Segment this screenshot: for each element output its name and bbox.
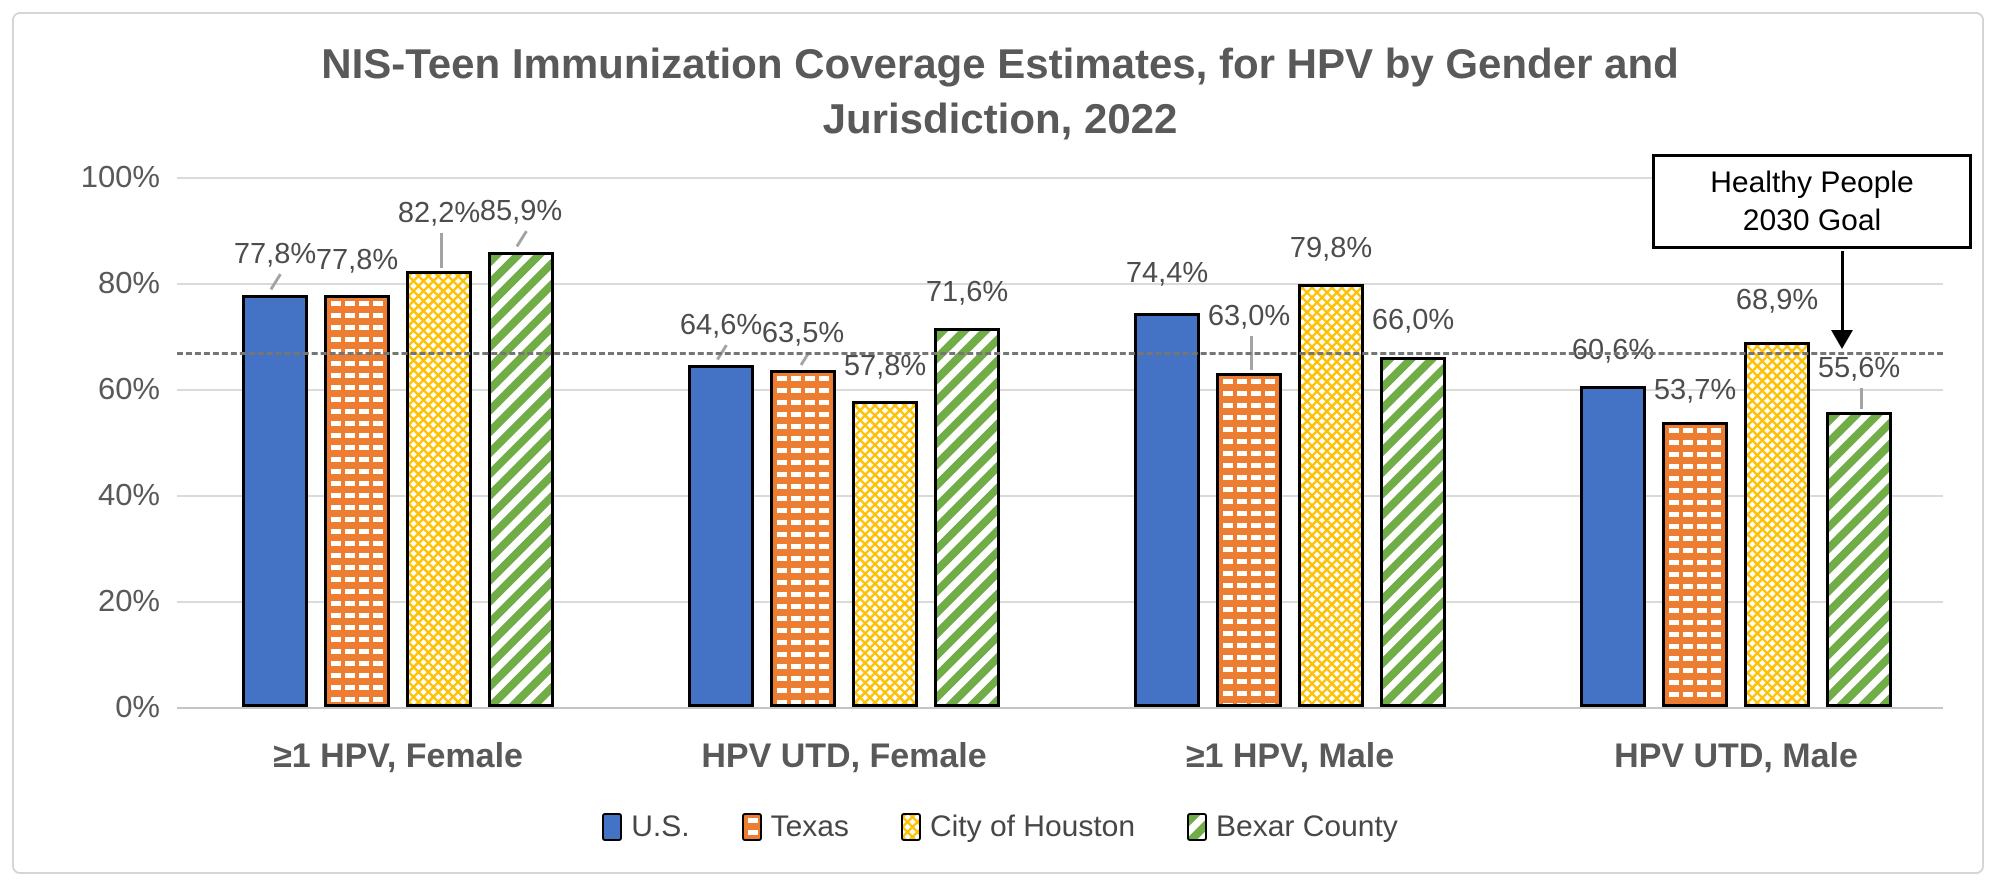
bar-bexar-county-hpv-utd-male [1826, 412, 1892, 707]
y-axis-tick: 100% [80, 159, 160, 194]
plot-area: 77,8% 64,6% 74,4% 60,6% 77,8% 63,5% 63,0% 53,7%… [177, 177, 1943, 775]
goal-callout-text: Healthy People 2030 Goal [1710, 166, 1914, 237]
bar-value-label: 64,6% [679, 308, 763, 341]
y-axis-tick: 0% [115, 689, 160, 724]
legend-label-texas: Texas [770, 810, 849, 843]
bar-value-label: 63,5% [761, 317, 845, 350]
bar-bexar-county-hpv-utd-female [934, 327, 1000, 707]
goal-line [177, 351, 1943, 355]
legend-item-bexar-county: Bexar County [1187, 810, 1398, 844]
legend-swatch-bexar-county-icon [1187, 813, 1208, 841]
bar-value-label: 77,8% [315, 243, 399, 276]
legend-item-us: U.S. [602, 810, 690, 844]
bar-value-label: 53,7% [1653, 374, 1737, 407]
bar-value-label: 71,6% [925, 275, 1009, 308]
bar-texas-hpv-utd-female [770, 370, 836, 707]
bar-value-label: 68,9% [1735, 283, 1819, 316]
label-leader-line [269, 272, 282, 290]
bar-value-label: 60,6% [1571, 333, 1655, 366]
gridline [177, 389, 1943, 391]
x-axis-category-1-hpv-male: ≥1 HPV, Male [1185, 737, 1395, 775]
bar-value-label: 77,8% [233, 237, 317, 270]
bar-value-label: 74,4% [1125, 256, 1209, 289]
bar-city-of-houston-hpv-utd-female [852, 400, 918, 707]
bar-value-label: 79,8% [1289, 232, 1373, 265]
bar-value-label: 55,6% [1817, 352, 1901, 385]
x-axis-category-hpv-utd-female: HPV UTD, Female [701, 737, 987, 775]
bar-bexar-county-1-hpv-female [488, 251, 554, 707]
legend-swatch-us-icon [602, 813, 623, 841]
y-axis-tick: 20% [97, 583, 160, 618]
legend-swatch-city-of-houston-icon [900, 813, 921, 841]
bar-value-label: 85,9% [479, 194, 563, 227]
goal-callout: Healthy People 2030 Goal [1652, 154, 1972, 249]
x-axis-category-hpv-utd-male: HPV UTD, Male [1614, 737, 1858, 775]
chart-title-text: NIS-Teen Immunization Coverage Estimates… [321, 40, 1679, 143]
legend-label-us: U.S. [631, 810, 690, 843]
bar-texas-1-hpv-male [1216, 373, 1282, 707]
legend-item-city-of-houston: City of Houston [900, 810, 1136, 844]
x-axis-category-1-hpv-female: ≥1 HPV, Female [273, 737, 523, 775]
label-leader-line [440, 233, 443, 269]
bar-city-of-houston-1-hpv-female [406, 271, 472, 707]
bar-bexar-county-1-hpv-male [1380, 357, 1446, 707]
gridline [177, 177, 1943, 179]
y-axis-tick: 40% [97, 477, 160, 512]
gridline [177, 495, 1943, 497]
bar-u-s-hpv-utd-male [1580, 385, 1646, 707]
chart-title: NIS-Teen Immunization Coverage Estimates… [0, 36, 2000, 147]
bar-u-s-hpv-utd-female [688, 364, 754, 707]
legend-label-bexar-county: Bexar County [1216, 810, 1398, 843]
gridline [177, 601, 1943, 603]
bar-u-s-1-hpv-female [242, 294, 308, 707]
legend-swatch-texas-icon [741, 813, 762, 841]
label-leader-line [515, 230, 528, 247]
bar-value-label: 66,0% [1371, 304, 1455, 337]
label-leader-line [1860, 388, 1863, 410]
bar-value-label: 57,8% [843, 349, 927, 382]
legend-item-texas: Texas [741, 810, 849, 844]
bar-value-label: 82,2% [397, 197, 481, 230]
legend-label-city-of-houston: City of Houston [929, 810, 1136, 843]
bar-texas-hpv-utd-male [1662, 422, 1728, 707]
bar-texas-1-hpv-female [324, 294, 390, 707]
bar-value-label: 63,0% [1207, 300, 1291, 333]
y-axis-tick: 80% [97, 265, 160, 300]
y-axis-tick: 60% [97, 371, 160, 406]
goal-arrow-head-icon [1831, 330, 1853, 349]
x-axis-baseline [177, 707, 1943, 709]
gridline [177, 283, 1943, 285]
goal-arrow-line [1841, 251, 1844, 331]
bar-u-s-1-hpv-male [1134, 312, 1200, 707]
bar-city-of-houston-1-hpv-male [1298, 284, 1364, 707]
legend: U.S. Texas City of Houston Bexar County [0, 803, 2000, 851]
bar-city-of-houston-hpv-utd-male [1744, 341, 1810, 707]
